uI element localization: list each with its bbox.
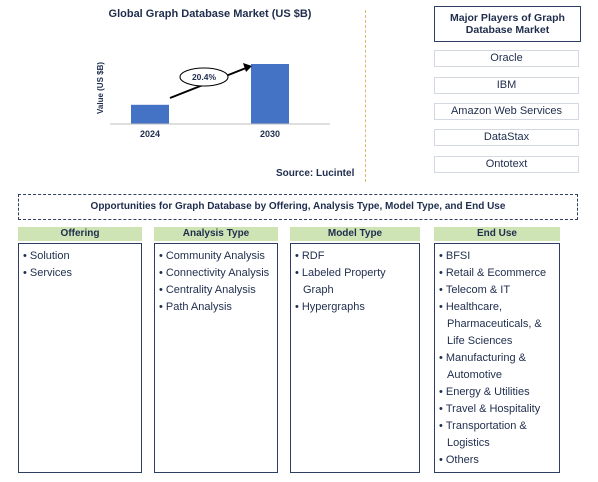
list-item: Centrality Analysis xyxy=(159,282,273,299)
bar-2030 xyxy=(251,64,289,124)
model-type-header: Model Type xyxy=(290,227,420,241)
model-type-list: RDFLabeled Property GraphHypergraphs xyxy=(290,243,420,473)
opportunities-title: Opportunities for Graph Database by Offe… xyxy=(18,194,578,220)
list-item: RDF xyxy=(295,248,415,265)
end-use-header: End Use xyxy=(434,227,560,241)
offering-list: SolutionServices xyxy=(18,243,142,473)
list-item: Hypergraphs xyxy=(295,299,415,316)
end-use-list: BFSIRetail & EcommerceTelecom & ITHealth… xyxy=(434,243,560,473)
chart-title: Global Graph Database Market (US $B) xyxy=(108,8,312,20)
analysis-type-list: Community AnalysisConnectivity AnalysisC… xyxy=(154,243,278,473)
list-item: Community Analysis xyxy=(159,248,273,265)
list-item: Retail & Ecommerce xyxy=(439,265,555,282)
list-item: Healthcare, Pharmaceuticals, & Life Scie… xyxy=(439,299,555,350)
section-divider xyxy=(365,10,366,182)
bar-2024 xyxy=(131,104,169,124)
list-item: Labeled Property Graph xyxy=(295,265,415,299)
list-item: Others xyxy=(439,452,555,469)
list-item: Energy & Utilities xyxy=(439,384,555,401)
player-ibm: IBM xyxy=(434,77,579,94)
list-item: Manufacturing & Automotive xyxy=(439,350,555,384)
list-item: Path Analysis xyxy=(159,299,273,316)
growth-arrow-head xyxy=(243,63,252,72)
player-ontotext: Ontotext xyxy=(434,156,579,173)
x-tick-label: 2024 xyxy=(140,129,160,139)
list-item: BFSI xyxy=(439,248,555,265)
x-tick-label: 2030 xyxy=(260,129,280,139)
list-item: Telecom & IT xyxy=(439,282,555,299)
y-axis-label: Value (US $B) xyxy=(96,62,105,114)
player-aws: Amazon Web Services xyxy=(434,103,579,120)
player-oracle: Oracle xyxy=(434,50,579,67)
list-item: Solution xyxy=(23,248,137,265)
cagr-bubble xyxy=(179,67,229,87)
analysis-type-header: Analysis Type xyxy=(154,227,278,241)
list-item: Connectivity Analysis xyxy=(159,265,273,282)
source-label: Source: Lucintel xyxy=(276,168,355,179)
list-item: Travel & Hospitality xyxy=(439,401,555,418)
players-title: Major Players of Graph Database Market xyxy=(434,6,581,42)
list-item: Transportation & Logistics xyxy=(439,418,555,452)
player-datastax: DataStax xyxy=(434,129,579,146)
cagr-label: 20.4% xyxy=(192,72,217,82)
offering-header: Offering xyxy=(18,227,142,241)
list-item: Services xyxy=(23,265,137,282)
bar-chart: Value (US $B) 2024 2030 20.4% xyxy=(96,62,330,139)
